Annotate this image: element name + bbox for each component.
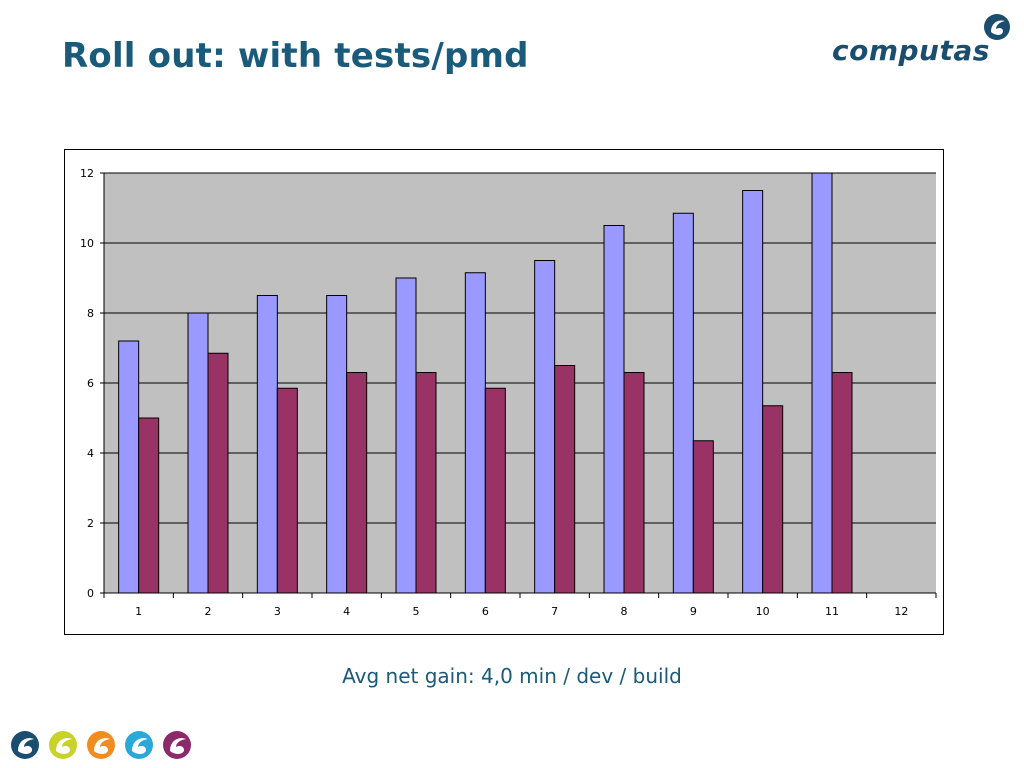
bar-series-2: [138, 417, 160, 594]
y-tick-label: 8: [87, 307, 94, 320]
computas-swirl-icon-blue: [124, 730, 154, 760]
bar-series-2: [623, 372, 645, 594]
computas-swirl-icon-navy: [10, 730, 40, 760]
x-tick-label: 6: [482, 605, 489, 618]
x-tick-label: 11: [825, 605, 839, 618]
bar-series-1: [187, 312, 209, 594]
x-tick-label: 9: [690, 605, 697, 618]
bar-series-1: [603, 225, 625, 594]
computas-swirl-icon-purple: [162, 730, 192, 760]
x-tick-label: 5: [413, 605, 420, 618]
bar-series-2: [831, 372, 853, 594]
bar-series-2: [554, 365, 576, 594]
chart-area: 0 2 4 6 8 10 12 1 2 3 4 5 6 7 8 9 10 11 12: [64, 149, 944, 635]
y-tick-label: 12: [80, 167, 94, 180]
logo-text: computas: [832, 34, 990, 67]
x-tick-label: 4: [343, 605, 350, 618]
x-tick-label: 10: [756, 605, 770, 618]
bar-series-1: [534, 260, 556, 594]
x-tick-label: 7: [551, 605, 558, 618]
y-tick-label: 10: [80, 237, 94, 250]
footer-logo-row: [10, 730, 192, 762]
x-tick-label: 12: [894, 605, 908, 618]
x-tick-label: 3: [274, 605, 281, 618]
y-tick-label: 6: [87, 377, 94, 390]
x-tick-label: 8: [621, 605, 628, 618]
computas-swirl-icon-yellow: [48, 730, 78, 760]
bar-series-2: [276, 387, 298, 594]
bar-series-2: [346, 372, 368, 594]
computas-logo: computas: [832, 12, 1018, 76]
x-tick-label: 1: [135, 605, 142, 618]
y-tick-label: 0: [87, 587, 94, 600]
computas-swirl-icon-orange: [86, 730, 116, 760]
bar-series-2: [692, 440, 714, 594]
bar-series-1: [811, 172, 833, 594]
bar-series-1: [395, 277, 417, 594]
slide-title: Roll out: with tests/pmd: [62, 36, 529, 76]
bar-series-2: [207, 352, 229, 594]
y-tick-label: 2: [87, 517, 94, 530]
bar-series-1: [326, 295, 348, 594]
bar-series-1: [464, 272, 486, 594]
bar-series-1: [672, 212, 694, 594]
bar-series-2: [484, 387, 506, 594]
bar-series-1: [256, 295, 278, 594]
bar-series-2: [762, 405, 784, 594]
logo-swirl-icon: [984, 14, 1010, 40]
y-tick-label: 4: [87, 447, 94, 460]
bar-series-2: [415, 372, 437, 594]
bar-series-1: [742, 190, 764, 594]
chart-caption: Avg net gain: 4,0 min / dev / build: [342, 664, 682, 688]
bar-series-1: [118, 340, 140, 594]
x-tick-label: 2: [205, 605, 212, 618]
